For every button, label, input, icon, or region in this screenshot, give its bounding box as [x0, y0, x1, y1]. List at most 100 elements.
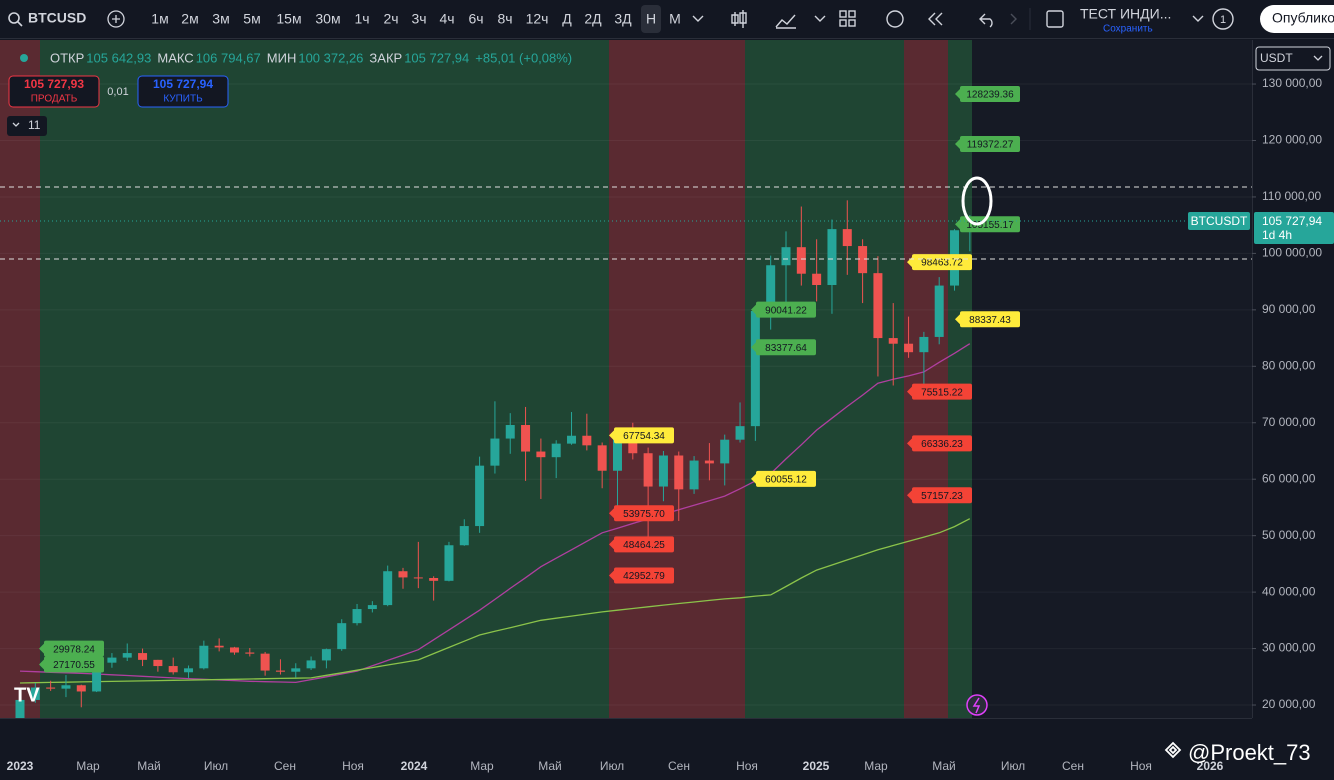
y-tick-label: 120 000,00 — [1262, 133, 1322, 147]
x-tick-label: Май — [137, 759, 161, 773]
candle-body — [46, 687, 56, 689]
save-button[interactable]: Сохранить — [1103, 24, 1153, 35]
symbol-tag — [1188, 212, 1250, 231]
candle-body — [153, 659, 163, 667]
level-tag-arrow — [955, 314, 960, 325]
level-label: 105155.17 — [966, 220, 1014, 231]
interval-button[interactable]: 2Д — [584, 11, 602, 27]
highlight-ellipse[interactable] — [961, 176, 993, 226]
candle-body — [429, 577, 439, 581]
currency-select[interactable] — [1255, 46, 1331, 71]
candle-body — [643, 453, 653, 487]
y-tick-label: 80 000,00 — [1262, 358, 1316, 372]
interval-button[interactable]: 4ч — [439, 11, 454, 27]
buy-button[interactable] — [137, 75, 229, 108]
moving-average — [19, 343, 971, 684]
interval-button[interactable]: 5м — [243, 11, 260, 27]
interval-button[interactable]: 3м — [212, 11, 229, 27]
indicators-toggle[interactable] — [7, 116, 47, 136]
interval-button[interactable]: 2м — [181, 11, 198, 27]
candle-body — [704, 460, 714, 464]
candle-body — [275, 670, 285, 672]
level-tag — [614, 427, 674, 444]
watermark-logo — [1164, 741, 1182, 759]
y-tick-label: 40 000,00 — [1262, 584, 1316, 598]
level-tag-arrow — [907, 438, 912, 449]
sell-button[interactable] — [8, 75, 100, 108]
legend-open: 105 642,93 — [86, 50, 151, 65]
interval-button[interactable]: 1ч — [354, 11, 369, 27]
ohlc-legend: ОТКР 105 642,93 МАКС 106 794,67 МИН 100 372,2… — [50, 50, 572, 65]
level-label: 88337.43 — [969, 315, 1011, 326]
interval-button[interactable]: 1м — [151, 11, 168, 27]
moving-average — [19, 518, 971, 684]
alerts-badge[interactable] — [1212, 8, 1234, 30]
x-tick-label: Июл — [1001, 759, 1025, 773]
level-tag — [756, 301, 816, 318]
candle-body — [536, 451, 546, 458]
interval-button[interactable]: 12ч — [526, 11, 549, 27]
alert-icon[interactable] — [886, 10, 904, 28]
x-tick-label: Май — [932, 759, 956, 773]
level-tag-arrow — [609, 539, 614, 550]
sell-price: 105 727,93 — [24, 77, 84, 91]
level-tag-arrow — [955, 88, 960, 99]
level-tag — [756, 339, 816, 356]
candle-body — [245, 652, 255, 654]
undo-icon[interactable] — [979, 13, 993, 28]
candle-body — [873, 273, 883, 339]
level-tag-arrow — [907, 257, 912, 268]
indicators-dropdown[interactable] — [814, 15, 826, 22]
level-tag — [614, 505, 674, 522]
level-label: 90041.22 — [765, 305, 807, 316]
layout-icon — [848, 10, 856, 18]
interval-button[interactable]: 30м — [315, 11, 340, 27]
layout-icon[interactable] — [839, 10, 847, 18]
add-symbol[interactable] — [107, 10, 125, 28]
interval-button[interactable]: 6ч — [468, 11, 483, 27]
time-axis — [0, 718, 1334, 780]
interval-button[interactable]: 2ч — [383, 11, 398, 27]
interval-button[interactable]: 8ч — [497, 11, 512, 27]
candle-body — [398, 571, 408, 578]
interval-button[interactable]: 3Д — [614, 11, 632, 27]
zones — [0, 40, 1252, 718]
symbol[interactable]: BTCUSD — [28, 10, 86, 26]
layout-square[interactable] — [1046, 10, 1064, 28]
x-tick-label: 2024 — [401, 759, 428, 773]
candle-body — [122, 653, 132, 658]
level-tag — [614, 567, 674, 584]
candle-body — [168, 666, 178, 673]
interval-button[interactable]: М — [669, 11, 681, 27]
layout-name[interactable]: ТЕСТ ИНДИ... — [1080, 6, 1171, 22]
tv-logo[interactable]: TV — [14, 684, 40, 706]
candle-body — [812, 273, 822, 286]
level-tag-arrow — [39, 643, 44, 654]
layout-dropdown[interactable] — [1192, 15, 1204, 22]
bear-zone — [0, 40, 40, 718]
level-tag — [912, 435, 972, 452]
replay-icon[interactable] — [928, 12, 943, 26]
countdown: 1d 4h — [1262, 228, 1292, 242]
flash-icon[interactable] — [966, 694, 988, 716]
publish-button[interactable] — [1260, 5, 1334, 33]
interval-button[interactable]: Д — [562, 11, 572, 27]
search-icon[interactable] — [8, 12, 20, 24]
x-tick-label: Июл — [600, 759, 624, 773]
level-tag-arrow — [609, 430, 614, 441]
redo-icon[interactable] — [1010, 13, 1017, 25]
chart-type-icon[interactable] — [731, 10, 747, 28]
x-tick-label: Май — [538, 759, 562, 773]
interval-button[interactable]: 15м — [276, 11, 301, 27]
level-label: 53975.70 — [623, 509, 665, 520]
interval-button[interactable]: Н — [646, 11, 656, 27]
candle-body — [796, 247, 806, 274]
candle-body — [720, 439, 730, 464]
level-tag-arrow — [955, 219, 960, 230]
interval-button[interactable]: 3ч — [411, 11, 426, 27]
level-tag-arrow — [751, 342, 756, 353]
interval-dropdown[interactable] — [692, 15, 704, 22]
indicators-icon[interactable] — [775, 14, 796, 29]
bull-zone — [40, 40, 609, 718]
toolbar-icons — [731, 8, 1234, 30]
